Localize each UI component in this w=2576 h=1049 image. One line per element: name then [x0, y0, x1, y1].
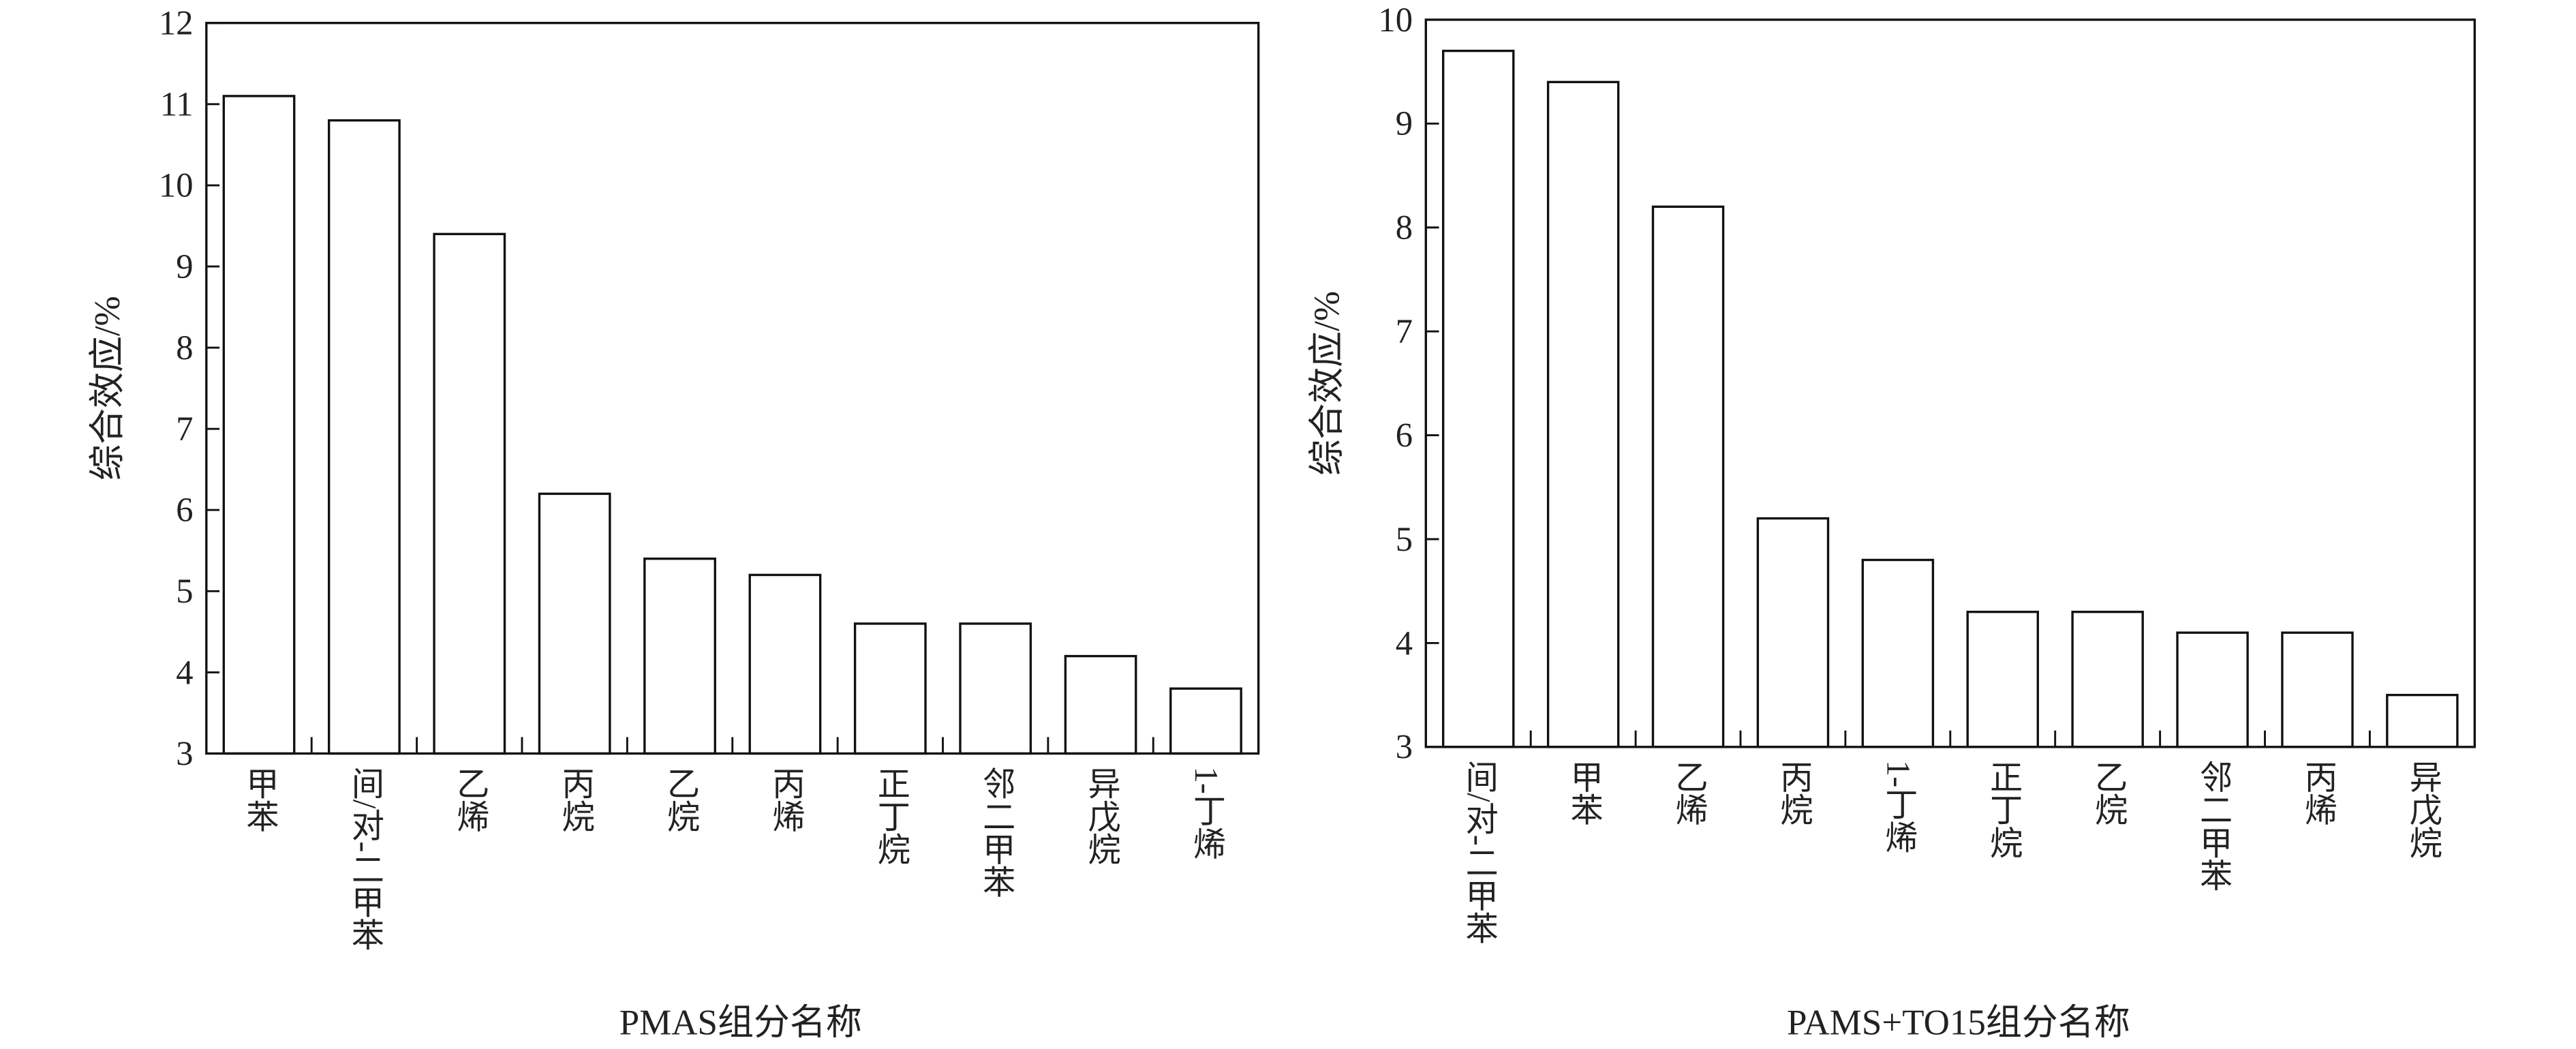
y-tick-label: 7: [176, 410, 193, 448]
bar: [1966, 611, 2040, 748]
y-axis-label: 综合效应/%: [1308, 291, 1347, 476]
x-tick-label: 正丁烷: [1984, 760, 2022, 858]
plot-frame: [205, 22, 1260, 755]
x-tick-label: 异戊烷: [2404, 760, 2442, 858]
bar: [2071, 611, 2144, 748]
x-tick-label: 乙烯: [451, 767, 489, 832]
y-tick-label: 4: [1396, 624, 1413, 662]
x-tick-label: 1-丁烯: [1880, 760, 1917, 853]
y-tick-label: 10: [159, 166, 194, 204]
y-tick-label: 5: [176, 572, 193, 610]
bar: [2176, 631, 2249, 748]
bar: [1169, 687, 1242, 755]
y-tick-label: 9: [1396, 104, 1413, 142]
bar: [1546, 80, 1620, 748]
y-axis-label: 综合效应/%: [88, 296, 127, 481]
bar: [2281, 631, 2354, 748]
x-tick-label: 乙烷: [2089, 760, 2127, 825]
x-tick-label: 丙烯: [2299, 760, 2337, 825]
bar: [1861, 558, 1935, 748]
bar: [1064, 654, 1137, 755]
bar: [1651, 205, 1725, 748]
y-tick-label: 4: [176, 653, 193, 691]
y-tick-label: 5: [1396, 520, 1413, 558]
x-tick-label: 邻二甲苯: [2194, 760, 2232, 892]
plot-frame: [1424, 18, 2476, 748]
bar: [327, 119, 401, 755]
bar: [959, 622, 1032, 755]
x-tick-label: 间/对-二甲苯: [346, 767, 384, 951]
bar: [748, 573, 822, 755]
bar: [853, 622, 927, 755]
chart: 间/对-二甲苯 甲苯 乙烯 丙烷 1-丁烯 正丁烷 乙烷 邻二甲苯 丙烯 异戊烷 3 4 5 6 7 8 9 10…: [1308, 1, 2476, 1042]
x-tick-label: 乙烯: [1670, 760, 1708, 825]
bar: [1442, 49, 1515, 748]
y-tick-label: 10: [1378, 1, 1413, 39]
y-tick-label: 8: [176, 329, 193, 367]
x-tick-label: 甲苯: [1565, 760, 1603, 825]
x-axis-label: PMAS组分名称: [619, 1003, 862, 1042]
y-tick-label: 8: [1396, 209, 1413, 247]
y-tick-label: 9: [176, 247, 193, 286]
bar: [643, 557, 716, 755]
y-tick-label: 7: [1396, 312, 1413, 350]
x-tick-label: 正丁烷: [872, 767, 910, 865]
x-tick-label: 丙烷: [557, 767, 594, 832]
y-tick-label: 3: [176, 734, 193, 772]
x-tick-label: 邻二甲苯: [977, 767, 1015, 898]
bar: [433, 232, 506, 755]
bar: [1756, 517, 1830, 748]
y-tick-label: 3: [1396, 728, 1413, 766]
x-tick-label: 甲苯: [241, 767, 279, 832]
bar: [222, 95, 296, 755]
bar: [538, 492, 611, 755]
x-tick-label: 丙烷: [1775, 760, 1812, 825]
x-axis-label: PAMS+TO15组分名称: [1787, 1003, 2130, 1042]
y-tick-label: 6: [176, 491, 193, 529]
chart: 甲苯 间/对-二甲苯 乙烯 丙烷 乙烷 丙烯 正丁烷 邻二甲苯 异戊烷 1-丁烯 3 4 5 6 7 8 9 10…: [88, 4, 1260, 1042]
y-tick-label: 6: [1396, 416, 1413, 454]
x-tick-label: 1-丁烯: [1188, 767, 1225, 860]
y-tick-label: 12: [159, 4, 194, 42]
x-tick-label: 间/对-二甲苯: [1460, 760, 1498, 944]
x-tick-label: 丙烯: [767, 767, 804, 832]
x-tick-label: 异戊烷: [1083, 767, 1120, 865]
bar: [2386, 693, 2459, 748]
x-tick-label: 乙烷: [662, 767, 699, 832]
y-tick-label: 11: [160, 85, 194, 123]
